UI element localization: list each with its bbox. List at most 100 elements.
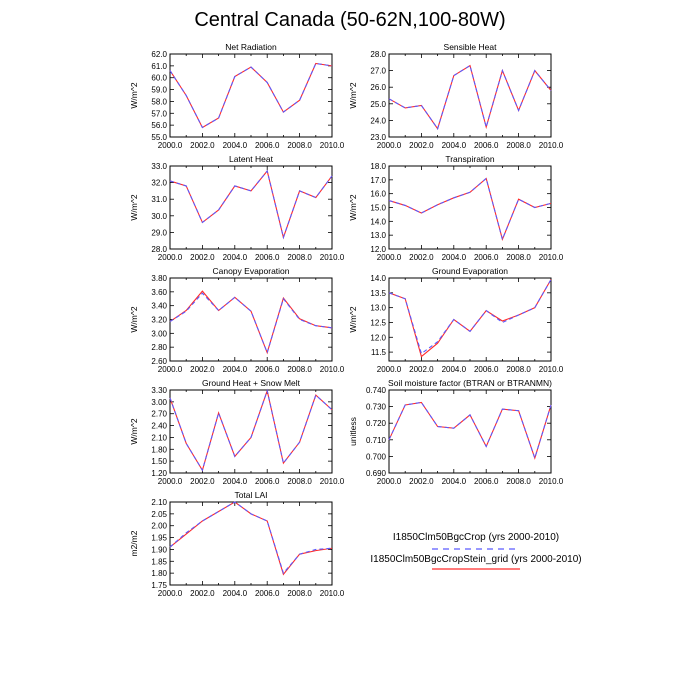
y-tick-label: 2.40: [151, 422, 167, 431]
panel-title: Total LAI: [234, 490, 267, 500]
y-tick-label: 12.0: [370, 333, 386, 342]
y-axis-label: W/m^2: [129, 306, 139, 332]
x-tick-label: 2006.0: [255, 253, 280, 262]
panel-5: Canopy Evaporation W/m^2 2.60 2.80 3.00 3.20 3…: [129, 266, 345, 374]
y-tick-label: 3.30: [151, 386, 167, 395]
y-tick-label: 3.20: [151, 316, 167, 325]
series-line-bgccrop: [388, 177, 552, 242]
y-tick-label: 31.0: [151, 195, 167, 204]
x-tick-label: 2010.0: [539, 253, 564, 262]
x-tick-label: 2006.0: [255, 365, 280, 374]
x-tick-label: 2006.0: [255, 589, 280, 598]
y-tick-label: 15.0: [370, 204, 386, 213]
panel-3: Latent Heat W/m^2 28.0 29.0 30.0 31.0 32.0 33.0…: [129, 154, 345, 262]
x-tick-label: 2002.0: [190, 589, 215, 598]
y-tick-label: 2.10: [151, 498, 167, 507]
panel-7: Ground Heat + Snow Melt W/m^2 1.20 1.50 1.80…: [129, 378, 345, 486]
y-tick-label: 2.70: [151, 410, 167, 419]
plot-frame: [388, 277, 552, 362]
x-tick-label: 2000.0: [158, 589, 183, 598]
x-tick-label: 2004.0: [223, 141, 248, 150]
x-tick-label: 2004.0: [442, 253, 467, 262]
y-tick-label: 1.95: [151, 534, 167, 543]
x-tick-label: 2000.0: [158, 365, 183, 374]
x-tick-label: 2000.0: [158, 253, 183, 262]
y-tick-label: 1.80: [151, 445, 167, 454]
y-tick-label: 0.720: [366, 419, 387, 428]
panel-9: Total LAI m2/m2 1.75 1.80 1.85 1.90 1.95 2.00 2.…: [129, 490, 345, 598]
x-tick-label: 2006.0: [474, 141, 499, 150]
series-line-stein-grid: [388, 279, 552, 358]
x-tick-label: 2002.0: [409, 477, 434, 486]
series-line-bgccrop: [169, 388, 333, 472]
y-tick-label: 13.0: [370, 231, 386, 240]
y-tick-label: 60.0: [151, 74, 167, 83]
y-axis-label: W/m^2: [348, 194, 358, 220]
y-tick-label: 2.10: [151, 433, 167, 442]
y-tick-label: 3.80: [151, 274, 167, 283]
y-tick-label: 18.0: [370, 162, 386, 171]
series-line-stein-grid: [169, 290, 333, 355]
x-tick-label: 2002.0: [190, 253, 215, 262]
x-tick-label: 2008.0: [506, 141, 531, 150]
y-tick-label: 27.0: [370, 67, 386, 76]
y-tick-label: 57.0: [151, 109, 167, 118]
y-tick-label: 32.0: [151, 179, 167, 188]
x-tick-label: 2004.0: [223, 589, 248, 598]
x-tick-label: 2004.0: [223, 365, 248, 374]
x-tick-label: 2008.0: [506, 365, 531, 374]
x-tick-label: 2000.0: [158, 477, 183, 486]
x-tick-label: 2004.0: [223, 477, 248, 486]
x-tick-label: 2004.0: [442, 365, 467, 374]
y-tick-label: 29.0: [151, 228, 167, 237]
x-tick-label: 2002.0: [190, 477, 215, 486]
x-tick-label: 2000.0: [377, 141, 402, 150]
panel-title: Canopy Evaporation: [212, 266, 289, 276]
y-tick-label: 28.0: [151, 245, 167, 254]
y-tick-label: 24.0: [370, 116, 386, 125]
series-line-stein-grid: [169, 62, 333, 129]
x-tick-label: 2000.0: [158, 141, 183, 150]
panel-2: Sensible Heat W/m^2 23.0 24.0 25.0 26.0 27.0 28…: [348, 42, 564, 150]
series-line-stein-grid: [388, 177, 552, 242]
y-tick-label: 28.0: [370, 50, 386, 59]
x-tick-label: 2000.0: [377, 253, 402, 262]
y-axis-label: W/m^2: [348, 306, 358, 332]
y-axis-label: W/m^2: [129, 418, 139, 444]
y-tick-label: 2.05: [151, 510, 167, 519]
y-tick-label: 62.0: [151, 50, 167, 59]
y-tick-label: 1.50: [151, 457, 167, 466]
y-tick-label: 1.75: [151, 581, 167, 590]
y-tick-label: 11.5: [371, 348, 387, 357]
x-tick-label: 2004.0: [223, 253, 248, 262]
y-tick-label: 0.710: [366, 436, 387, 445]
panel-title: Sensible Heat: [444, 42, 498, 52]
series-line-bgccrop: [388, 64, 552, 130]
panel-title: Soil moisture factor (BTRAN or BTRANMN): [388, 378, 552, 388]
x-tick-label: 2010.0: [539, 477, 564, 486]
x-tick-label: 2008.0: [287, 365, 312, 374]
x-tick-label: 2010.0: [320, 365, 345, 374]
y-tick-label: 3.40: [151, 302, 167, 311]
x-tick-label: 2010.0: [320, 141, 345, 150]
panel-title: Ground Heat + Snow Melt: [202, 378, 301, 388]
y-axis-label: unitless: [348, 417, 358, 446]
y-tick-label: 56.0: [151, 121, 167, 130]
panel-4: Transpiration W/m^2 12.0 13.0 14.0 15.0 16.0 17…: [348, 154, 564, 262]
series-line-bgccrop: [169, 62, 333, 129]
x-tick-label: 2002.0: [409, 365, 434, 374]
plot-frame: [169, 389, 333, 474]
x-tick-label: 2002.0: [190, 141, 215, 150]
x-tick-label: 2004.0: [442, 477, 467, 486]
x-tick-label: 2008.0: [506, 477, 531, 486]
x-tick-label: 2008.0: [287, 477, 312, 486]
x-tick-label: 2000.0: [377, 365, 402, 374]
y-tick-label: 59.0: [151, 86, 167, 95]
series-line-stein-grid: [388, 401, 552, 460]
y-tick-label: 0.740: [366, 386, 387, 395]
y-axis-label: W/m^2: [348, 82, 358, 108]
series-line-stein-grid: [169, 388, 333, 472]
y-tick-label: 12.0: [370, 245, 386, 254]
